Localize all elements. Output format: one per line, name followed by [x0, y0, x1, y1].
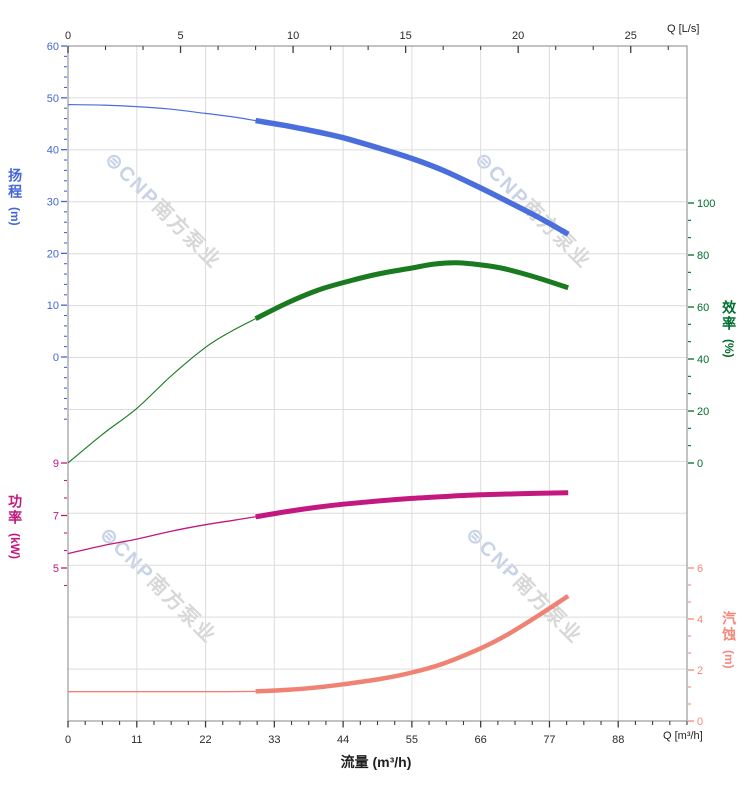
efficiency-curve	[67, 260, 569, 464]
svg-text:50: 50	[47, 93, 59, 105]
svg-text:40: 40	[47, 145, 59, 157]
svg-text:0: 0	[697, 716, 703, 728]
efficiency-axis-title-text: 效率	[721, 300, 738, 332]
svg-text:9: 9	[53, 458, 59, 470]
head-axis-unit: (m)	[8, 207, 23, 226]
npsh-curve	[67, 594, 570, 694]
power-axis: 9 7 5	[53, 458, 67, 587]
flow-axis-title: 流量 (m³/h)	[340, 754, 412, 770]
svg-text:55: 55	[406, 734, 418, 746]
power-curve	[67, 490, 569, 555]
svg-text:60: 60	[697, 302, 709, 314]
svg-text:80: 80	[697, 250, 709, 262]
svg-text:10: 10	[287, 30, 299, 42]
gridlines	[68, 46, 687, 721]
svg-text:15: 15	[400, 30, 412, 42]
svg-text:5: 5	[177, 30, 183, 42]
svg-text:22: 22	[199, 734, 211, 746]
svg-text:60: 60	[47, 41, 59, 53]
svg-text:20: 20	[47, 248, 59, 260]
svg-text:0: 0	[697, 458, 703, 470]
svg-text:44: 44	[337, 734, 349, 746]
power-axis-title: 功率 (kW)	[7, 494, 23, 559]
npsh-axis: 6 4 2 0	[688, 563, 703, 728]
power-axis-title-text: 功率	[7, 494, 24, 526]
svg-text:0: 0	[65, 734, 71, 746]
power-axis-unit: (kW)	[8, 533, 23, 559]
bottom-axis: 0 11 22 33 44 55 66 77 88	[65, 721, 688, 746]
svg-text:4: 4	[697, 614, 703, 626]
top-axis-unit-label: Q [L/s]	[667, 23, 700, 35]
npsh-axis-title: 汽蚀 (m)	[721, 611, 737, 669]
svg-text:30: 30	[47, 197, 59, 209]
svg-text:0: 0	[53, 352, 59, 364]
npsh-axis-title-text: 汽蚀	[721, 611, 738, 643]
svg-text:25: 25	[625, 30, 637, 42]
efficiency-axis-title: 效率 (%)	[721, 300, 737, 358]
top-axis: 0 5 10 15 20 25	[65, 30, 669, 53]
svg-text:33: 33	[268, 734, 280, 746]
svg-text:100: 100	[697, 198, 715, 210]
svg-text:88: 88	[612, 734, 624, 746]
svg-text:20: 20	[512, 30, 524, 42]
head-curve	[67, 104, 570, 237]
svg-text:6: 6	[697, 563, 703, 575]
head-axis: 60 50 40 30 20 10 0	[47, 41, 67, 420]
npsh-axis-unit: (m)	[722, 650, 737, 669]
svg-text:66: 66	[475, 734, 487, 746]
svg-text:20: 20	[697, 406, 709, 418]
svg-text:5: 5	[53, 563, 59, 575]
svg-text:11: 11	[131, 734, 142, 746]
svg-text:77: 77	[543, 734, 555, 746]
svg-text:0: 0	[65, 30, 71, 42]
svg-text:40: 40	[697, 354, 709, 366]
svg-text:2: 2	[697, 665, 703, 677]
head-axis-title: 扬程 (m)	[7, 168, 23, 226]
efficiency-axis: 100 80 60 40 20 0	[688, 198, 715, 470]
bottom-axis-unit-label: Q [m³/h]	[663, 730, 703, 742]
svg-text:7: 7	[53, 511, 59, 523]
efficiency-axis-unit: (%)	[722, 339, 737, 358]
head-axis-title-text: 扬程	[7, 168, 24, 200]
svg-text:10: 10	[47, 300, 59, 312]
